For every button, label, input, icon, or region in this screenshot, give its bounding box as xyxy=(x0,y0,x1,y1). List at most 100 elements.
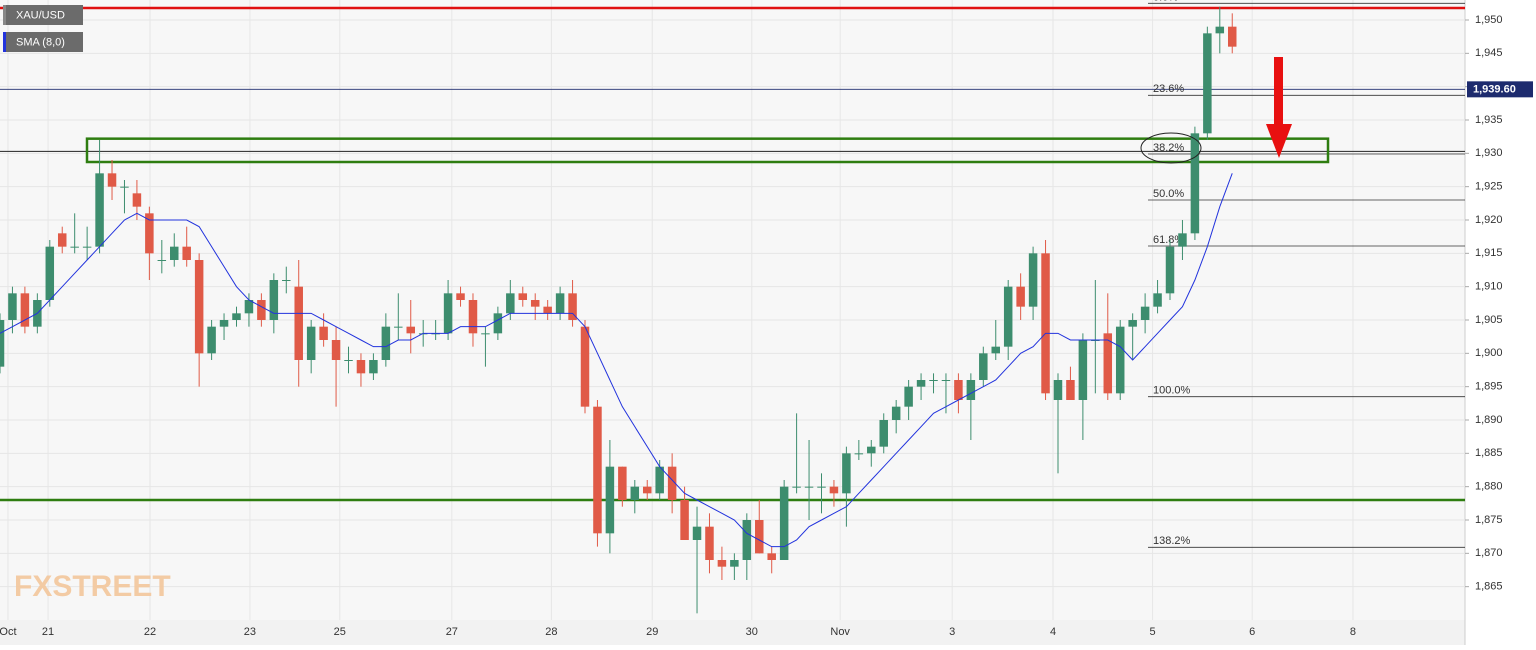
candle-body xyxy=(344,360,353,361)
candle-body xyxy=(518,293,528,300)
candle-body xyxy=(107,173,117,187)
candle-body xyxy=(842,453,851,494)
legend-swatch xyxy=(3,32,6,52)
candle-body xyxy=(916,380,926,387)
legend-symbol: XAU/USD xyxy=(16,9,65,21)
candle-body xyxy=(145,213,154,254)
candle-body xyxy=(182,246,191,260)
legend-box xyxy=(3,32,83,52)
y-tick-label: 1,930 xyxy=(1475,147,1503,159)
candle-body xyxy=(767,553,776,560)
fib-label: 23.6% xyxy=(1153,83,1184,95)
x-tick-label: 4 xyxy=(1050,626,1056,638)
candle-body xyxy=(1203,33,1212,134)
y-tick-label: 1,915 xyxy=(1475,247,1503,259)
candle-body xyxy=(456,293,465,300)
candle-body xyxy=(232,313,241,320)
candle-body xyxy=(1190,133,1200,234)
candle-body xyxy=(792,486,801,488)
legend: XAU/USD SMA (8,0) xyxy=(3,5,83,52)
candle-body xyxy=(692,526,702,540)
candle-body xyxy=(481,333,490,335)
x-tick-label: 21 xyxy=(42,626,54,638)
candle-body xyxy=(593,406,602,534)
arrow-head xyxy=(1266,124,1292,158)
price-tag xyxy=(1467,81,1533,98)
candle-body xyxy=(1140,306,1150,320)
x-tick-label: 8 xyxy=(1350,626,1356,638)
candle-body xyxy=(1028,253,1038,307)
candle-body xyxy=(618,466,627,500)
candle-body xyxy=(929,380,938,381)
candle-body xyxy=(867,446,876,454)
candle-body xyxy=(207,326,216,354)
candle-body xyxy=(70,246,79,248)
candle-body xyxy=(742,520,752,560)
down-arrow xyxy=(1266,57,1292,158)
candle-body xyxy=(306,326,316,360)
x-tick-label: 5 xyxy=(1150,626,1156,638)
x-tick-label: 28 xyxy=(545,626,557,638)
candle-body xyxy=(779,486,789,560)
candle-body xyxy=(680,500,689,540)
candle-body xyxy=(194,260,204,354)
candle-body xyxy=(530,300,540,307)
candle-body xyxy=(543,306,552,314)
candle-body xyxy=(966,380,976,400)
y-tick-label: 1,895 xyxy=(1475,381,1503,393)
x-tick-label: 25 xyxy=(334,626,346,638)
candle-body xyxy=(991,346,1001,354)
candle-body xyxy=(1016,286,1025,307)
y-tick-label: 1,880 xyxy=(1475,481,1503,493)
watermark: FXSTREET xyxy=(14,570,171,603)
x-tick-label: 6 xyxy=(1249,626,1255,638)
candle-body xyxy=(705,526,714,560)
y-tick-label: 1,950 xyxy=(1475,14,1503,26)
x-tick-label: 27 xyxy=(446,626,458,638)
sma-line xyxy=(0,173,1233,548)
candle-body xyxy=(1041,253,1050,394)
candle-body xyxy=(394,326,403,328)
candle-body xyxy=(381,326,391,360)
candle-body xyxy=(244,300,254,314)
y-tick-label: 1,890 xyxy=(1475,414,1503,426)
y-tick-label: 1,945 xyxy=(1475,47,1503,59)
candle-body xyxy=(1227,26,1237,47)
plot-background xyxy=(0,0,1465,620)
candle-body xyxy=(369,360,378,374)
x-tick-label: 29 xyxy=(646,626,658,638)
candle-body xyxy=(891,406,901,420)
candle-body xyxy=(1115,326,1125,394)
legend-indicator: SMA (8,0) xyxy=(16,36,65,48)
candle-body xyxy=(1128,320,1137,327)
y-tick-label: 1,900 xyxy=(1475,347,1503,359)
candle-body xyxy=(8,293,17,320)
y-tick-label: 1,885 xyxy=(1475,447,1503,459)
candle-body xyxy=(282,280,291,281)
arrow-shaft xyxy=(1274,57,1283,127)
candle-body xyxy=(45,246,55,300)
x-tick-label: 30 xyxy=(746,626,758,638)
candle-body xyxy=(170,246,179,260)
candle-body xyxy=(157,260,167,261)
y-tick-label: 1,910 xyxy=(1475,281,1503,293)
y-tick-label: 1,925 xyxy=(1475,181,1503,193)
fib-label: 138.2% xyxy=(1153,535,1191,547)
candle-body xyxy=(667,466,677,500)
fib-label: 0.0% xyxy=(1153,0,1178,3)
candle-body xyxy=(1066,380,1075,400)
x-tick-label: Oct xyxy=(0,626,17,638)
candle-body xyxy=(506,293,515,314)
candle-body xyxy=(319,326,328,340)
candle-body xyxy=(730,560,739,567)
candle-body xyxy=(257,300,266,320)
highlight-ellipse xyxy=(1140,132,1202,164)
candle-body xyxy=(493,313,503,334)
candle-body xyxy=(331,340,341,360)
x-tick-label: Nov xyxy=(830,626,850,638)
candle-body xyxy=(0,320,5,367)
fib-label: 38.2% xyxy=(1153,142,1184,154)
candle-body xyxy=(879,420,888,447)
fib-label: 100.0% xyxy=(1153,385,1191,397)
